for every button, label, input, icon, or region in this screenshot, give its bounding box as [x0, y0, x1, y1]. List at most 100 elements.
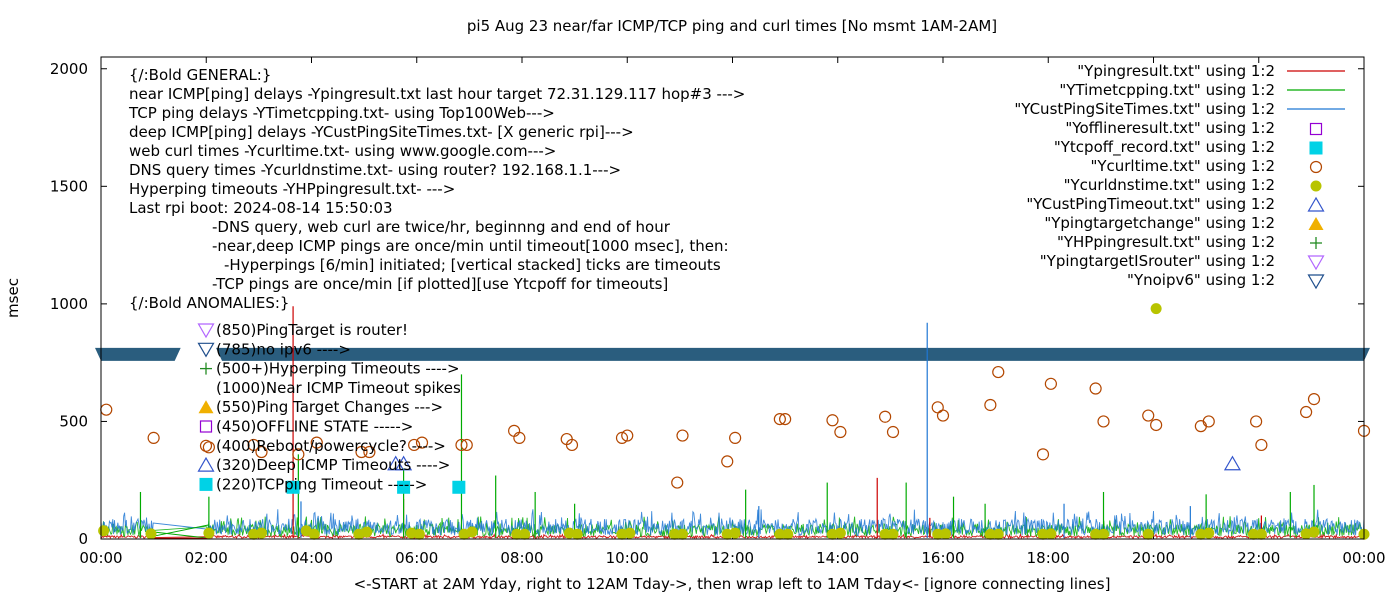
data-point — [992, 528, 1004, 540]
legend-swatch — [1307, 274, 1325, 290]
x-tick-label: 08:00 — [500, 549, 543, 567]
x-tick-label: 22:00 — [1237, 549, 1280, 567]
legend-swatch — [1309, 141, 1323, 155]
anomaly-marker — [200, 362, 212, 375]
data-point — [1037, 528, 1049, 540]
data-point — [1098, 528, 1110, 540]
legend-label: "Ypingtargetchange" using 1:2 — [1044, 214, 1275, 232]
anomaly-line: (400)Reboot/powercycle? ----> — [216, 437, 446, 455]
y-tick-label: 1500 — [50, 177, 88, 195]
gap-connector-tcp-2 — [153, 524, 209, 537]
data-point — [1150, 418, 1163, 432]
data-point — [145, 528, 157, 540]
data-point — [774, 528, 786, 540]
legend-swatch — [1308, 217, 1324, 230]
anomaly-line: (785)no ipv6 ----> — [216, 340, 351, 358]
data-point — [940, 528, 952, 540]
anomaly-line: (550)Ping Target Changes ---> — [216, 398, 443, 416]
note-line: {/:Bold GENERAL:} — [129, 66, 271, 84]
note-line: -near,deep ICMP pings are once/min until… — [212, 237, 729, 255]
data-point — [147, 431, 160, 444]
note-line: web curl times -Ycurltime.txt- using www… — [129, 142, 556, 160]
legend-label: "YCustPingTimeout.txt" using 1:2 — [1026, 195, 1275, 213]
data-point — [1090, 528, 1102, 540]
data-point — [247, 438, 260, 452]
data-point — [1097, 415, 1110, 428]
data-point — [408, 438, 421, 452]
data-point — [879, 528, 891, 540]
data-point — [624, 527, 636, 539]
gap-connector-tcp — [153, 531, 209, 539]
data-point — [834, 527, 846, 539]
x-tick-label: 00:00 — [79, 549, 122, 567]
y-axis-label: msec — [4, 278, 22, 318]
data-point — [519, 528, 531, 540]
data-point — [100, 403, 113, 416]
data-point — [826, 414, 839, 427]
note-line: Last rpi boot: 2024-08-14 15:50:03 — [129, 199, 393, 217]
note-line: -Hyperpings [6/min] initiated; [vertical… — [224, 256, 721, 274]
data-point — [256, 527, 268, 539]
legend-label: "YCustPingSiteTimes.txt" using 1:2 — [1014, 100, 1275, 118]
data-point — [1044, 377, 1057, 390]
data-point — [729, 431, 742, 444]
noipv6-band-segment — [95, 347, 181, 361]
data-point — [984, 398, 997, 412]
data-point — [677, 528, 689, 540]
data-point — [508, 424, 521, 437]
data-point — [415, 436, 429, 449]
data-point — [1036, 448, 1050, 461]
data-point — [1300, 405, 1313, 419]
axes: 00:00 02:00 04:00 06:00 08:00 10:00 12:00 14:00… — [50, 57, 1386, 567]
note-line: deep ICMP[ping] delays -YCustPingSiteTim… — [129, 123, 634, 141]
data-point — [98, 525, 110, 537]
data-point — [1142, 409, 1155, 422]
data-point — [1194, 420, 1207, 433]
data-point — [1202, 415, 1215, 428]
data-point — [310, 436, 323, 449]
data-point — [1045, 528, 1057, 540]
data-point — [782, 528, 794, 540]
data-point — [834, 425, 847, 439]
data-point — [931, 401, 944, 414]
data-point — [363, 445, 376, 459]
x-tick-label: 06:00 — [395, 549, 438, 567]
x-axis-label: <-START at 2AM Yday, right to 12AM Tday-… — [354, 575, 1111, 593]
anomaly-marker — [199, 477, 213, 491]
chart-title: pi5 Aug 23 near/far ICMP/TCP ping and cu… — [467, 17, 997, 35]
anomaly-line: (850)PingTarget is router! — [216, 321, 408, 339]
data-point — [936, 409, 950, 422]
anomaly-marker — [199, 420, 213, 433]
data-point — [255, 445, 268, 459]
anomaly-marker — [199, 439, 213, 452]
anomaly-marker — [197, 342, 215, 358]
data-point — [413, 528, 425, 540]
data-point — [565, 438, 579, 452]
note-line: DNS query times -Ycurldnstime.txt- using… — [129, 161, 621, 179]
data-point — [621, 429, 634, 442]
data-point — [879, 410, 892, 423]
data-point — [397, 480, 411, 494]
data-point — [355, 445, 368, 459]
data-point — [292, 448, 305, 461]
data-point — [460, 438, 473, 452]
data-point — [729, 527, 741, 539]
data-point — [308, 528, 320, 540]
anomaly-line: (450)OFFLINE STATE -----> — [216, 418, 413, 436]
note-line: Hyperping timeouts -YHPpingresult.txt- -… — [129, 180, 455, 198]
data-point — [1150, 303, 1162, 315]
data-point — [203, 527, 215, 539]
legend-label: "Ynoipv6" using 1:2 — [1127, 271, 1275, 289]
x-tick-label: 02:00 — [185, 549, 228, 567]
x-tick-label: 20:00 — [1132, 549, 1175, 567]
note-line: TCP ping delays -YTimetcpping.txt- using… — [128, 104, 555, 122]
data-point — [615, 431, 629, 444]
data-point — [452, 480, 466, 494]
data-point — [1255, 438, 1268, 452]
data-point — [1255, 528, 1267, 540]
data-point — [513, 431, 526, 444]
data-point — [886, 425, 900, 439]
legend-swatch — [1309, 122, 1323, 136]
anomaly-marker — [197, 456, 215, 472]
